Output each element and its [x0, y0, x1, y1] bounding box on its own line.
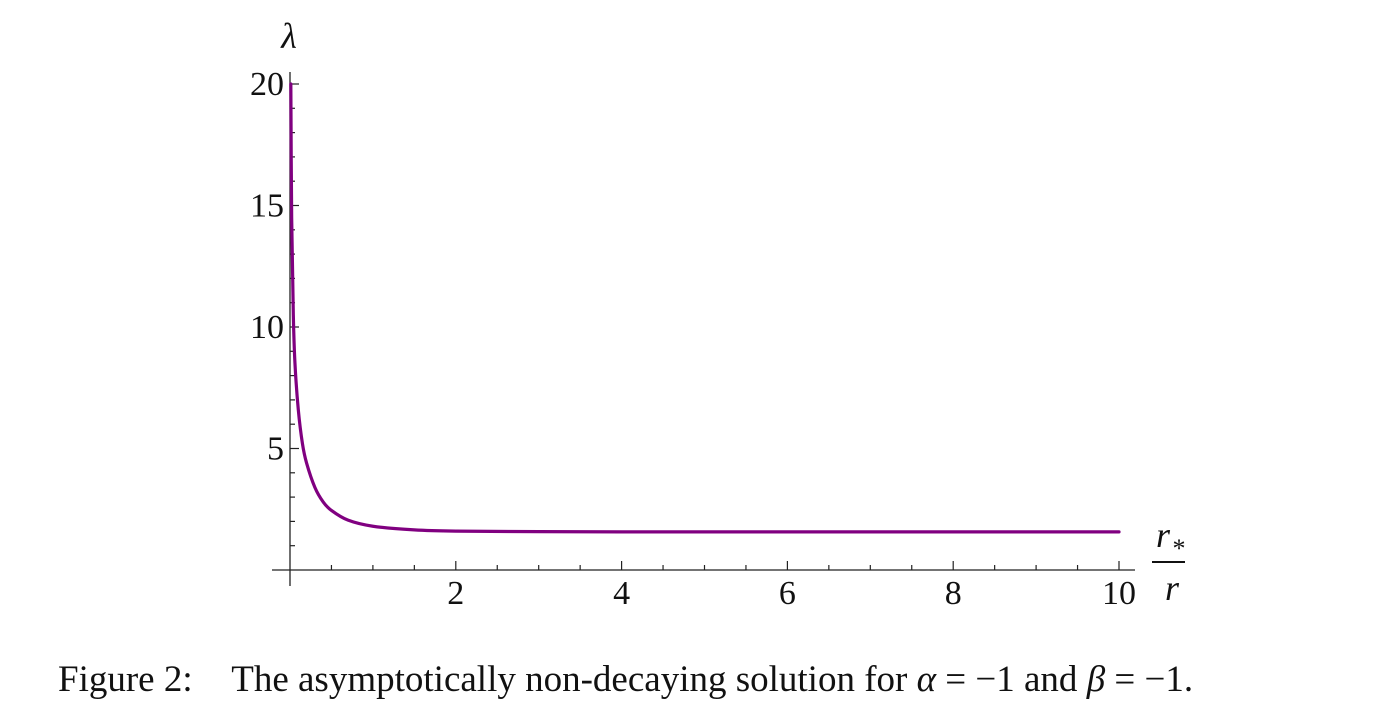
y-tick-label: 10	[250, 309, 284, 346]
caption-equals-2: = −1.	[1114, 659, 1194, 700]
chart: 2 4 6 8 10 5 10 15 20 λ r * r	[250, 16, 1186, 612]
x-tick-label: 2	[447, 575, 464, 612]
x-tick-label: 10	[1102, 575, 1136, 612]
series-group	[289, 82, 1121, 534]
series-line	[289, 82, 1121, 534]
figure-caption: Figure 2: The asymptotically non-decayin…	[58, 658, 1388, 701]
caption-text: The asymptotically non-decaying solution…	[231, 659, 908, 700]
x-tick-label: 4	[613, 575, 630, 612]
x-axis-label-subscript: *	[1173, 534, 1186, 563]
y-tick-label: 5	[267, 431, 284, 468]
axes	[272, 72, 1135, 586]
x-tick-label: 6	[779, 575, 796, 612]
caption-alpha: α	[916, 659, 937, 700]
y-tick-label: 20	[250, 66, 284, 103]
x-axis-label-denominator: r	[1165, 568, 1180, 608]
y-tick-label: 15	[250, 188, 284, 225]
caption-label: Figure 2:	[58, 659, 193, 700]
axis-labels: λ r * r	[280, 16, 1185, 608]
caption-equals-1: = −1 and	[945, 659, 1078, 700]
x-axis-label-numerator: r	[1156, 515, 1171, 555]
y-axis-label: λ	[280, 16, 297, 56]
caption-beta: β	[1086, 659, 1106, 700]
ticks: 2 4 6 8 10 5 10 15 20	[250, 66, 1136, 612]
x-tick-label: 8	[945, 575, 962, 612]
